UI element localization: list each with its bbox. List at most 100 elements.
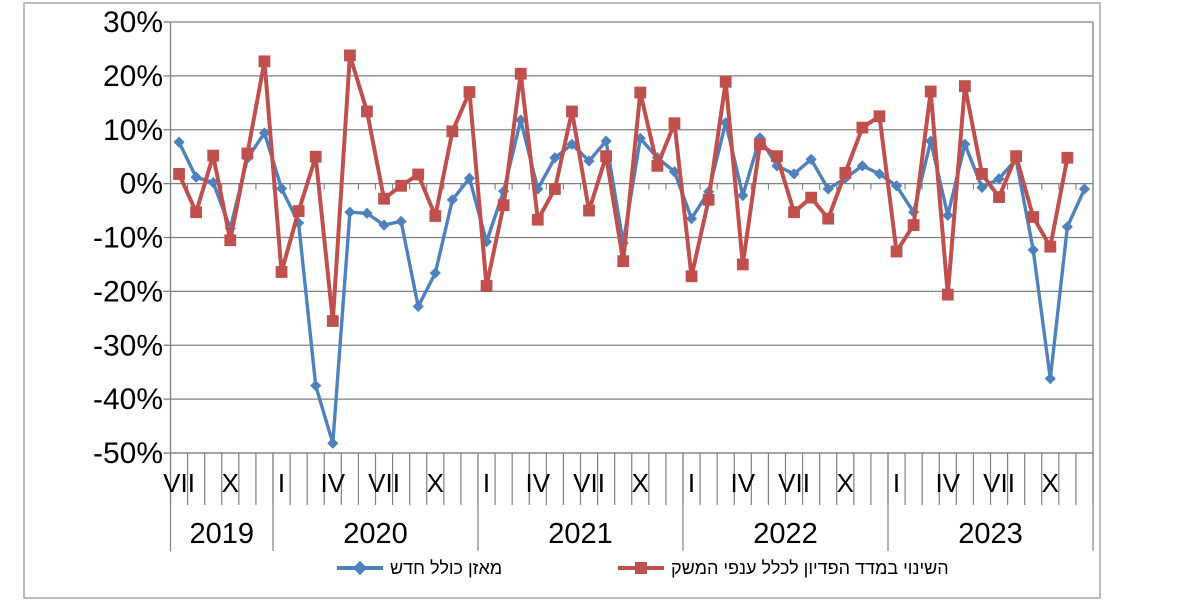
data-point-marker — [890, 245, 903, 258]
month-label: IV — [936, 468, 961, 498]
data-point-marker — [736, 258, 749, 271]
data-point-marker — [856, 121, 869, 134]
data-point-marker — [788, 206, 800, 219]
legend-line-red — [618, 562, 664, 574]
data-point-marker — [190, 171, 202, 183]
data-point-marker — [651, 159, 664, 172]
month-label: IV — [321, 468, 346, 498]
data-point-marker — [258, 55, 271, 68]
data-point-marker — [327, 437, 339, 449]
data-point-marker — [685, 213, 698, 225]
data-point-marker — [993, 173, 1005, 185]
data-point-marker — [190, 206, 203, 219]
month-label: X — [222, 468, 239, 498]
y-axis-label: -40% — [93, 383, 163, 416]
data-point-marker — [924, 85, 937, 98]
month-label: X — [1042, 468, 1059, 498]
data-point-marker — [515, 114, 527, 126]
data-point-marker — [207, 149, 220, 162]
data-point-marker — [668, 117, 681, 130]
data-point-marker — [702, 193, 715, 206]
legend-item-revenue-index: השינוי במדד הפדיון לכלל ענפי המשק — [618, 557, 949, 578]
data-point-marker — [583, 155, 595, 167]
data-point-marker — [925, 135, 937, 147]
data-point-marker — [514, 67, 527, 80]
data-point-marker — [275, 182, 288, 195]
data-point-marker — [378, 219, 390, 231]
year-label: 2021 — [548, 518, 613, 550]
figure-border — [23, 2, 1101, 599]
data-point-marker — [890, 180, 903, 192]
diamond-marker-icon — [352, 560, 368, 576]
data-point-marker — [617, 255, 630, 268]
month-label: VII — [983, 468, 1015, 498]
month-label: VII — [778, 468, 810, 498]
data-point-marker — [326, 315, 339, 327]
data-point-marker — [685, 270, 698, 283]
data-point-marker — [566, 105, 578, 118]
month-label: I — [688, 468, 695, 498]
legend-line-blue — [337, 560, 383, 576]
y-axis-label: 10% — [103, 114, 163, 147]
series-revenue-index — [173, 49, 1074, 327]
data-point-marker — [412, 300, 424, 313]
data-point-marker — [942, 209, 954, 222]
axes — [169, 22, 1094, 551]
x-axis-month-labels: VII X I IV VII X I IV VII X I IV VII X I IV VII X — [163, 468, 1059, 498]
data-point-marker — [873, 110, 886, 123]
data-point-marker — [173, 136, 185, 148]
data-point-marker — [1078, 183, 1091, 195]
x-axis-year-labels: 2019 2020 2021 2022 2023 — [189, 518, 1022, 550]
year-label: 2020 — [343, 518, 408, 550]
data-point-marker — [907, 219, 920, 232]
data-point-marker — [1044, 240, 1057, 253]
month-label: I — [893, 468, 900, 498]
data-point-marker — [634, 86, 647, 99]
data-point-marker — [241, 147, 254, 160]
data-point-marker — [463, 172, 476, 184]
legend-label-revenue-index: השינוי במדד הפדיון לכלל ענפי המשק — [671, 557, 949, 578]
data-point-marker — [634, 132, 646, 144]
month-label: IV — [526, 468, 551, 498]
data-point-marker — [429, 267, 441, 279]
data-point-marker — [805, 191, 818, 204]
data-point-marker — [173, 168, 185, 180]
data-point-marker — [258, 127, 271, 139]
y-axis-label: -20% — [93, 275, 163, 308]
data-point-marker — [737, 189, 749, 202]
data-point-marker — [412, 168, 425, 181]
month-label: VII — [368, 468, 400, 498]
month-label: X — [632, 468, 649, 498]
data-point-marker — [343, 49, 356, 62]
data-point-marker — [395, 215, 407, 227]
month-label: VII — [163, 468, 195, 498]
year-label: 2023 — [958, 518, 1023, 550]
year-label: 2019 — [189, 518, 254, 550]
data-point-marker — [532, 183, 544, 195]
data-point-marker — [1027, 244, 1039, 256]
data-point-marker — [720, 117, 732, 129]
data-point-marker — [275, 266, 288, 278]
legend-item-balance: מאזן כולל חדש — [337, 558, 502, 578]
y-axis-label: 0% — [120, 168, 163, 201]
data-point-marker — [856, 160, 868, 172]
data-point-marker — [1061, 221, 1073, 233]
y-axis-label: -10% — [93, 222, 163, 255]
month-label: I — [278, 468, 285, 498]
square-marker-icon — [635, 562, 647, 574]
data-point-marker — [719, 75, 732, 88]
data-point-marker — [549, 152, 561, 164]
data-point-marker — [344, 206, 356, 218]
data-point-marker — [429, 210, 442, 222]
data-point-marker — [976, 168, 988, 180]
month-label: VII — [573, 468, 605, 498]
data-point-marker — [941, 288, 954, 301]
year-label: 2022 — [753, 518, 818, 550]
data-point-marker — [1027, 211, 1040, 223]
y-axis-label: 30% — [103, 6, 163, 39]
data-point-marker — [446, 125, 459, 138]
data-point-marker — [531, 213, 544, 226]
y-axis-label: -50% — [93, 437, 163, 470]
data-point-marker — [480, 280, 493, 292]
